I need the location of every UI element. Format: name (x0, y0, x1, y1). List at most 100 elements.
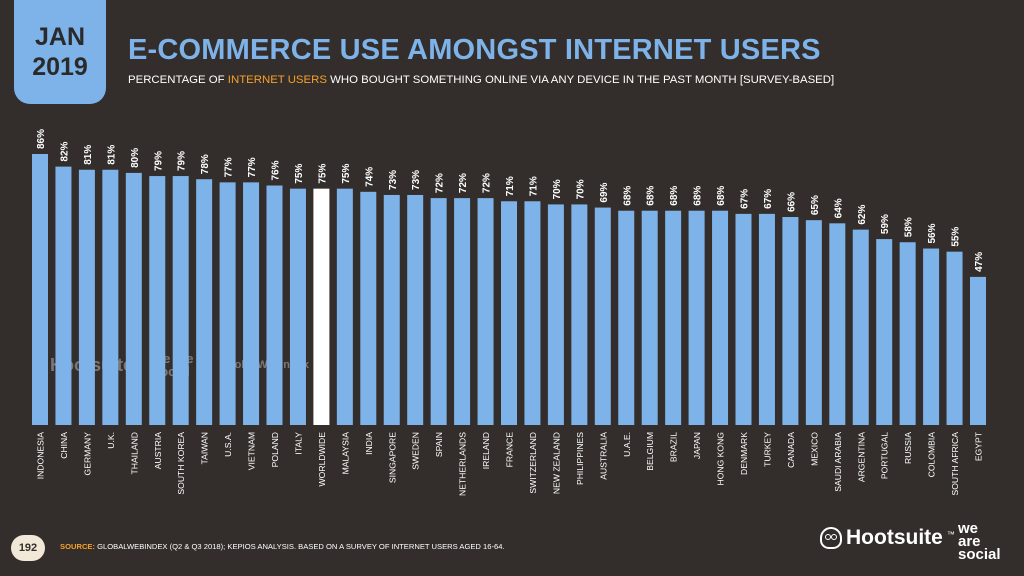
category-label-south-korea: SOUTH KOREA (176, 432, 186, 495)
value-label-vietnam: 77% (247, 157, 258, 177)
category-label-u-a-e: U.A.E. (622, 432, 632, 457)
bar-hong-kong (712, 210, 729, 425)
value-label-thailand: 80% (130, 148, 141, 168)
value-label-mexico: 65% (810, 195, 821, 215)
hootsuite-logo: Hootsuite ™ (820, 526, 955, 550)
source-text: GLOBALWEBINDEX (Q2 & Q3 2018); KEPIOS AN… (95, 542, 505, 551)
subtitle-highlight: INTERNET USERS (227, 74, 327, 86)
bar-u-k (102, 169, 119, 425)
bar-china (55, 166, 72, 425)
category-label-brazil: BRAZIL (669, 432, 679, 462)
category-label-netherlands: NETHERLANDS (458, 432, 468, 496)
we-are-social-logo: we are social (958, 520, 1001, 563)
value-label-turkey: 67% (763, 189, 774, 209)
bar-egypt (970, 276, 986, 425)
category-label-denmark: DENMARK (739, 432, 749, 475)
category-label-ireland: IRELAND (481, 432, 491, 469)
page-title: E-COMMERCE USE AMONGST INTERNET USERS (128, 34, 821, 66)
bar-switzerland (524, 201, 541, 425)
category-label-france: FRANCE (505, 432, 515, 468)
category-label-germany: GERMANY (82, 432, 92, 476)
bar-vietnam (243, 182, 260, 425)
source-note: SOURCE: GLOBALWEBINDEX (Q2 & Q3 2018); K… (60, 542, 505, 551)
value-label-japan: 68% (693, 186, 704, 206)
bar-belgium (641, 210, 658, 425)
category-label-south-africa: SOUTH AFRICA (950, 432, 960, 496)
bar-india (360, 191, 377, 425)
value-label-india: 74% (364, 167, 375, 187)
value-label-egypt: 47% (974, 252, 985, 272)
value-label-germany: 81% (83, 145, 94, 165)
value-label-u-s-a: 77% (224, 157, 235, 177)
value-label-new-zealand: 70% (552, 179, 563, 199)
bar-new-zealand (547, 204, 564, 425)
value-label-china: 82% (59, 141, 70, 161)
category-label-philippines: PHILIPPINES (575, 432, 585, 485)
bar-ireland (477, 198, 494, 425)
was-we: we (958, 520, 979, 537)
category-label-vietnam: VIETNAM (247, 432, 257, 470)
page-number: 192 (11, 535, 45, 561)
value-label-sweden: 73% (411, 170, 422, 190)
value-label-south-korea: 79% (177, 151, 188, 171)
owl-icon (820, 527, 842, 549)
category-label-australia: AUSTRALIA (598, 432, 608, 480)
bar-philippines (571, 204, 588, 425)
value-label-singapore: 73% (388, 170, 399, 190)
value-label-belgium: 68% (646, 186, 657, 206)
hootsuite-tm: ™ (946, 530, 955, 539)
category-label-egypt: EGYPT (974, 431, 984, 461)
value-label-u-a-e: 68% (622, 186, 633, 206)
category-label-portugal: PORTUGAL (880, 432, 890, 479)
bar-thailand (125, 172, 142, 425)
bar-italy (289, 188, 306, 425)
value-label-colombia: 56% (927, 223, 938, 243)
was-social: social (958, 546, 1001, 563)
category-label-new-zealand: NEW ZEALAND (551, 432, 561, 494)
bar-portugal (876, 239, 893, 425)
hootsuite-wordmark: Hootsuite (846, 526, 943, 549)
bar-indonesia (32, 154, 48, 425)
bar-denmark (735, 213, 752, 425)
value-label-worldwide: 75% (317, 164, 328, 184)
bar-singapore (383, 194, 400, 425)
category-label-austria: AUSTRIA (153, 432, 163, 470)
bar-worldwide (313, 188, 330, 425)
category-label-worldwide: WORLDWIDE (317, 432, 327, 487)
value-label-saudi-arabia: 64% (833, 198, 844, 218)
bar-u-a-e (618, 210, 635, 425)
bar-poland (266, 185, 283, 425)
category-label-taiwan: TAIWAN (200, 432, 210, 464)
subtitle-pre: PERCENTAGE OF (128, 74, 228, 86)
bar-south-africa (946, 251, 963, 425)
category-label-canada: CANADA (786, 432, 796, 468)
value-label-taiwan: 78% (200, 154, 211, 174)
value-label-switzerland: 71% (528, 176, 539, 196)
value-label-hong-kong: 68% (716, 186, 727, 206)
bar-brazil (665, 210, 682, 425)
value-label-brazil: 68% (669, 186, 680, 206)
date-year: 2019 (32, 53, 88, 81)
bar-netherlands (454, 198, 471, 425)
category-label-thailand: THAILAND (129, 432, 139, 475)
category-label-mexico: MEXICO (809, 432, 819, 466)
bar-australia (594, 207, 611, 425)
date-badge: JAN 2019 (14, 0, 106, 104)
category-label-turkey: TURKEY (762, 432, 772, 467)
category-label-switzerland: SWITZERLAND (528, 432, 538, 494)
category-label-indonesia: INDONESIA (36, 432, 46, 480)
bar-austria (149, 176, 166, 425)
bar-taiwan (196, 179, 213, 425)
value-label-portugal: 59% (880, 214, 891, 234)
category-label-argentina: ARGENTINA (856, 432, 866, 482)
bar-turkey (758, 213, 775, 425)
page-subtitle: PERCENTAGE OF INTERNET USERS WHO BOUGHT … (128, 74, 834, 86)
bar-u-s-a (219, 182, 236, 425)
category-label-u-k: U.K. (106, 432, 116, 449)
value-label-russia: 58% (904, 217, 915, 237)
bar-sweden (407, 194, 424, 425)
value-label-denmark: 67% (740, 189, 751, 209)
value-label-france: 71% (505, 176, 516, 196)
category-label-saudi-arabia: SAUDI ARABIA (833, 432, 843, 492)
category-label-sweden: SWEDEN (411, 432, 421, 470)
